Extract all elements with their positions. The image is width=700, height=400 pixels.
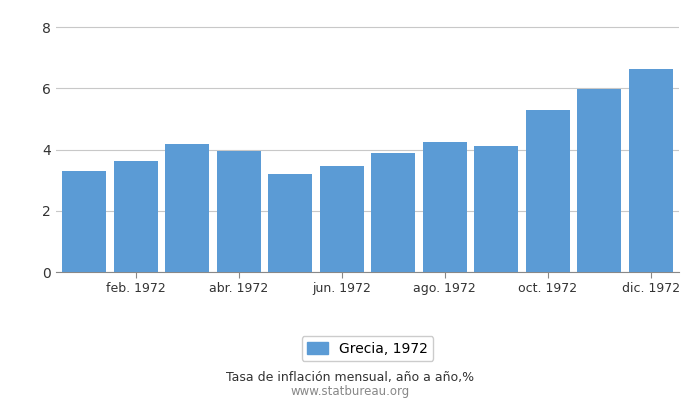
Bar bbox=[165, 144, 209, 272]
Bar bbox=[62, 171, 106, 272]
Bar bbox=[526, 110, 570, 272]
Bar bbox=[217, 150, 260, 272]
Text: Tasa de inflación mensual, año a año,%: Tasa de inflación mensual, año a año,% bbox=[226, 372, 474, 384]
Text: www.statbureau.org: www.statbureau.org bbox=[290, 386, 410, 398]
Bar bbox=[578, 89, 621, 272]
Bar bbox=[372, 153, 415, 272]
Bar bbox=[114, 161, 158, 272]
Bar bbox=[629, 69, 673, 272]
Bar bbox=[475, 146, 518, 272]
Bar bbox=[423, 142, 467, 272]
Legend: Grecia, 1972: Grecia, 1972 bbox=[302, 336, 433, 361]
Bar bbox=[268, 174, 312, 272]
Bar bbox=[320, 166, 363, 272]
